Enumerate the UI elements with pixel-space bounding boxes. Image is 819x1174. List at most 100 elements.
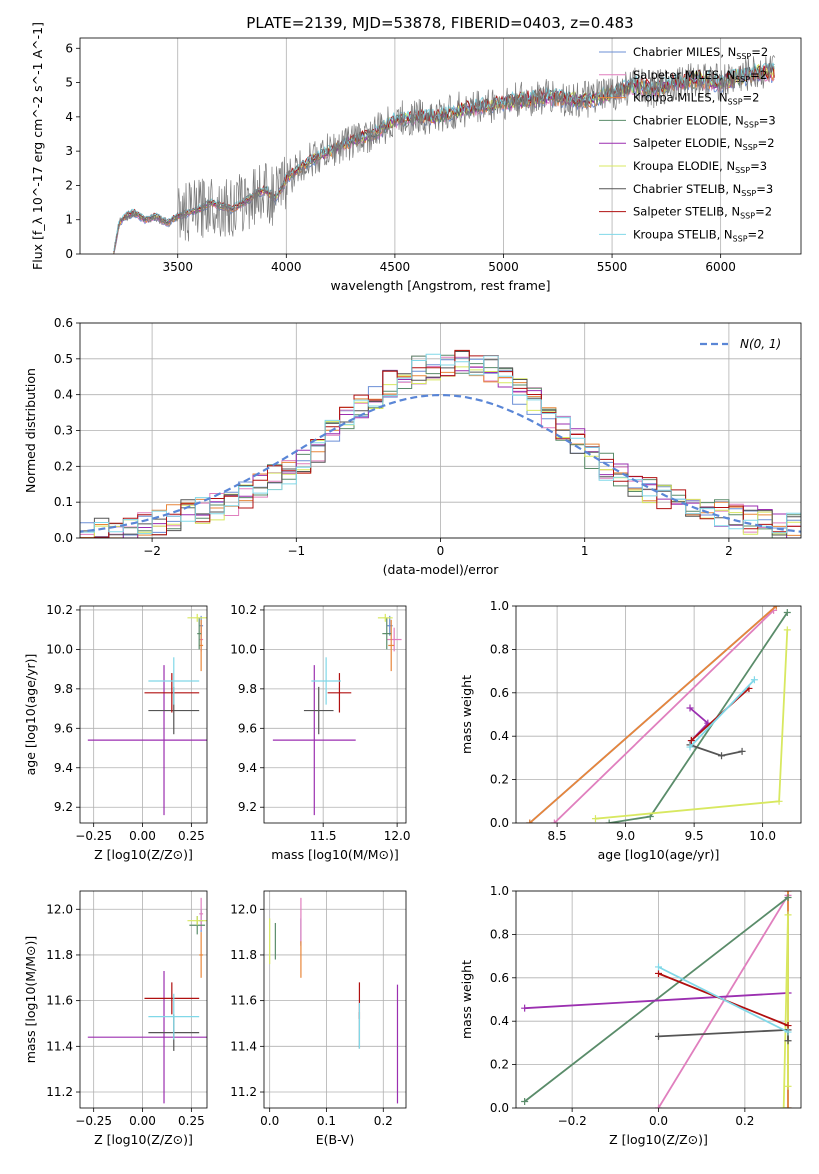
weight-marker [772,606,780,610]
y-tick-label: 10.0 [46,642,73,656]
weight-marker [686,704,694,712]
y-tick-label: 11.2 [230,1085,257,1099]
x-axis-label: wavelength [Angstrom, rest frame] [330,278,550,293]
y-tick-label: 11.4 [46,1039,73,1053]
x-tick-label: −0.2 [558,1114,587,1128]
z_age-grid [80,606,207,823]
weight-marker [655,969,662,977]
y-tick-label: 6 [65,41,73,55]
y-tick-label: 0.4 [490,729,509,743]
x-tick-label: −2 [143,544,161,558]
weight-marker [550,819,558,823]
z_weight-frame [515,890,802,1109]
spectrum-frame [79,37,802,255]
weight-marker [687,737,695,745]
legend-entry: Salpeter ELODIE, NSSP=2 [633,136,775,152]
x-axis-label: age [log10(age/yr)] [598,847,720,862]
x-axis-label: (data-model)/error [383,562,500,577]
y-tick-label: 5 [65,76,73,90]
y-tick-label: 12.0 [46,902,73,916]
weight-marker [784,1104,792,1108]
y-tick-label: 9.6 [54,721,73,735]
weight-marker [775,797,783,805]
x-tick-label: 8.5 [548,829,567,843]
weight-marker [784,894,792,902]
z_age-frame [79,605,208,824]
weight-marker [784,1022,792,1030]
y-tick-label: 0.6 [54,316,73,330]
residual_hist-plot-area [80,349,801,538]
y-tick-label: 1 [65,213,73,227]
y-axis-label: mass weight [459,960,474,1039]
y-tick-label: 0.2 [54,459,73,473]
x-axis-label: Z [log10(Z/Z⊙)] [94,847,193,862]
mass_age-grid [264,606,406,823]
y-tick-label: 9.8 [238,682,257,696]
y-tick-label: 11.6 [46,994,73,1008]
x-tick-label: 0.25 [178,1114,205,1128]
spectrum-legend: Chabrier MILES, NSSP=2 Salpeter MILES, NS… [599,45,776,243]
y-tick-label: 9.2 [54,800,73,814]
x-axis-label: E(B-V) [316,1132,355,1147]
y-tick-label: 11.8 [46,948,73,962]
y-axis-label: mass weight [459,675,474,754]
weight-marker [655,1032,662,1040]
z_age-plot-area [87,613,207,816]
y-tick-label: 0.0 [490,1101,509,1115]
ebv_mass-grid [264,891,406,1108]
y-axis-label: age [log10(age/yr)] [23,654,38,776]
weight-marker [655,1104,662,1108]
y-tick-label: 11.2 [46,1085,73,1099]
y-tick-label: 0.5 [54,352,73,366]
x-tick-label: 10.0 [749,829,776,843]
y-tick-label: 0 [65,247,73,261]
x-tick-label: 0.25 [178,829,205,843]
z_age-panel: −0.25 0.00 0.25 9.2 9.4 9.6 9.8 10.0 10.2 Z [log1… [23,603,208,862]
x-tick-label: 9.0 [616,829,635,843]
weight-marker [718,752,726,760]
y-tick-label: 11.4 [230,1039,257,1053]
weight-marker [784,1028,792,1036]
ebv_mass-plot-area [269,897,399,1104]
x-tick-label: 2 [725,544,733,558]
weight-marker [783,609,791,617]
y-tick-label: 0.0 [54,531,73,545]
weight-line [658,966,789,1033]
residual_hist-frame [79,322,802,539]
x-tick-label: 0.00 [129,829,156,843]
weight-marker [784,1037,792,1045]
x-tick-label: 11.5 [310,829,337,843]
y-tick-label: 9.4 [238,761,257,775]
y-tick-label: 10.2 [46,603,73,617]
age_weight-frame [515,605,802,824]
weight-line [782,914,789,1108]
y-tick-label: 11.8 [230,948,257,962]
y-axis-label: Flux [f_λ 10^-17 erg cm^-2 s^-1 A^-1] [30,22,45,270]
x-tick-label: 5000 [488,260,519,274]
y-tick-label: 10.2 [230,603,257,617]
weight-marker [784,911,792,919]
ebv_mass-frame [263,890,407,1109]
legend-entry: N(0, 1) [740,337,781,351]
weight-marker [521,1004,529,1012]
y-tick-label: 0.6 [490,971,509,985]
mass_age-plot-area [272,613,402,816]
x-tick-label: 0.0 [260,1114,279,1128]
weight-marker [784,1082,792,1090]
weight-line [553,609,775,823]
y-tick-label: 1.0 [490,884,509,898]
weight-marker [784,891,792,895]
x-tick-label: 4000 [271,260,302,274]
x-tick-label: −0.25 [75,829,112,843]
legend-entry: Chabrier STELIB, NSSP=3 [633,182,773,198]
weight-marker [655,963,662,971]
weight-line [524,896,789,1103]
weight-line [524,992,789,1010]
y-tick-label: 2 [65,178,73,192]
y-tick-label: 12.0 [230,902,257,916]
x-tick-label: −1 [287,544,305,558]
weight-marker [521,1097,529,1105]
mass_age-panel: 11.5 12.0 9.2 9.4 9.6 9.8 10.0 10.2 mass [log10(… [230,603,410,862]
y-tick-label: 1.0 [490,599,509,613]
x-tick-label: 0.0 [649,1114,668,1128]
